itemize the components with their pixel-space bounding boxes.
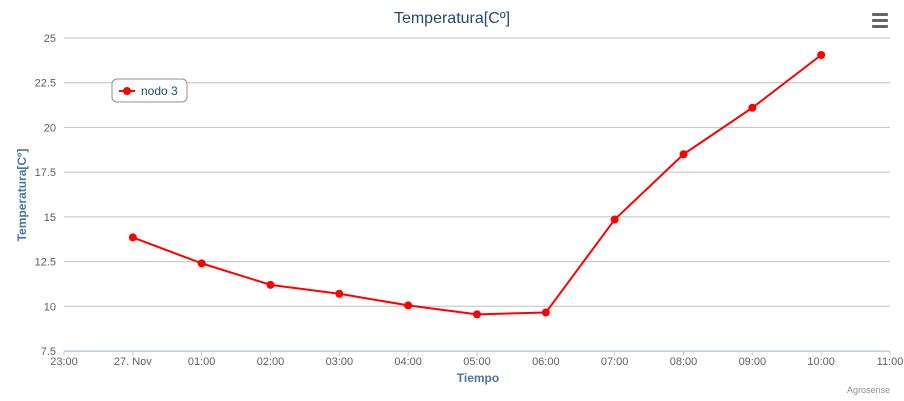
x-tick-label: 05:00 (463, 356, 491, 368)
chart-title: Temperatura[Cº] (394, 10, 510, 27)
x-tick-label: 11:00 (877, 356, 904, 368)
chart-menu-icon[interactable] (866, 8, 894, 32)
y-axis-ticks: 7.5 10 12.5 15 17.5 20 22.5 25 (35, 33, 56, 358)
data-point[interactable] (610, 215, 619, 224)
y-tick-label: 15 (44, 212, 56, 224)
x-tick-label: 06:00 (532, 356, 560, 368)
data-point[interactable] (541, 308, 550, 317)
x-tick-label: 01:00 (188, 356, 216, 368)
legend-item-nodo-3[interactable]: nodo 3 (141, 84, 178, 98)
y-tick-label: 12.5 (35, 257, 56, 269)
data-point[interactable] (128, 233, 137, 242)
x-tick-label: 04:00 (394, 356, 422, 368)
legend[interactable]: nodo 3 (111, 78, 188, 103)
data-point[interactable] (404, 301, 413, 310)
data-point[interactable] (748, 103, 757, 112)
y-tick-label: 22.5 (35, 78, 56, 90)
credits-text[interactable]: Agrosense (847, 385, 890, 395)
y-tick-label: 17.5 (35, 167, 56, 179)
x-tick-label: 27. Nov (114, 356, 152, 368)
legend-box (111, 78, 188, 103)
x-tick-label: 08:00 (670, 356, 698, 368)
series-line-nodo-3[interactable] (132, 54, 822, 316)
y-tick-label: 20 (44, 122, 56, 134)
y-tick-label: 25 (44, 33, 56, 45)
data-point[interactable] (266, 280, 275, 289)
x-tick-label: 07:00 (601, 356, 629, 368)
x-axis-title: Tiempo (457, 371, 499, 385)
data-point[interactable] (335, 289, 344, 298)
data-point[interactable] (817, 50, 826, 59)
x-tick-label: 02:00 (257, 356, 285, 368)
y-tick-label: 7.5 (41, 346, 56, 358)
y-axis-title: Temperatura[Cº] (15, 149, 29, 242)
x-tick-label: 10:00 (807, 356, 835, 368)
data-point[interactable] (197, 259, 206, 268)
x-tick-label: 23:00 (50, 356, 78, 368)
x-axis-ticks: 23:00 27. Nov 01:00 02:00 03:00 04:00 05:00 06:… (50, 351, 903, 368)
legend-marker-swatch (123, 87, 131, 95)
grid-lines (64, 37, 890, 352)
series-layer (128, 50, 826, 319)
data-point[interactable] (473, 310, 481, 319)
y-tick-label: 10 (44, 301, 56, 313)
data-point[interactable] (679, 150, 688, 159)
x-tick-label: 09:00 (739, 356, 767, 368)
x-tick-label: 03:00 (326, 356, 354, 368)
